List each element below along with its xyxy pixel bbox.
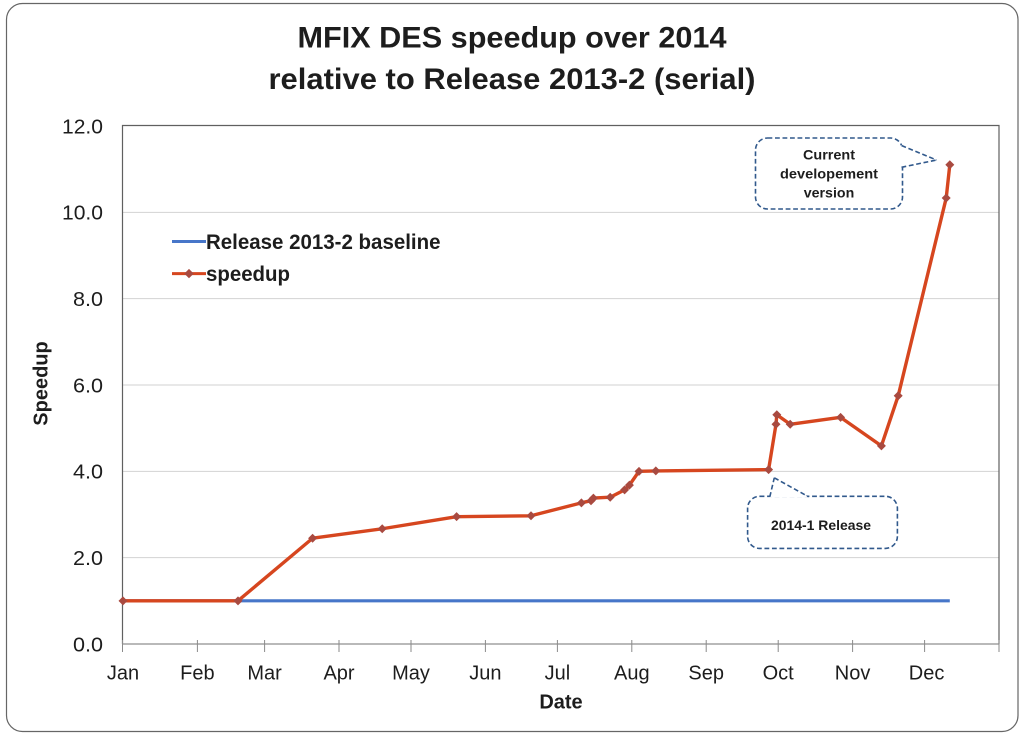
- svg-text:8.0: 8.0: [73, 289, 103, 311]
- svg-text:developement: developement: [780, 167, 879, 182]
- svg-text:4.0: 4.0: [73, 462, 103, 484]
- svg-text:Apr: Apr: [323, 662, 354, 684]
- svg-text:Current: Current: [803, 148, 856, 163]
- svg-text:2.0: 2.0: [73, 548, 103, 570]
- svg-text:Jun: Jun: [469, 662, 501, 684]
- svg-text:MFIX DES speedup over 2014: MFIX DES speedup over 2014: [298, 21, 727, 54]
- svg-text:speedup: speedup: [206, 263, 290, 286]
- svg-text:Sep: Sep: [688, 662, 724, 684]
- svg-text:Dec: Dec: [909, 662, 945, 684]
- svg-text:May: May: [392, 662, 430, 684]
- svg-text:6.0: 6.0: [73, 375, 103, 397]
- svg-text:Mar: Mar: [247, 662, 282, 684]
- svg-text:Aug: Aug: [614, 662, 650, 684]
- svg-text:Jul: Jul: [545, 662, 571, 684]
- svg-text:Oct: Oct: [763, 662, 795, 684]
- svg-text:Jan: Jan: [107, 662, 139, 684]
- svg-text:Speedup: Speedup: [31, 341, 53, 425]
- svg-text:version: version: [804, 186, 855, 201]
- svg-text:Release 2013-2 baseline: Release 2013-2 baseline: [206, 231, 441, 254]
- svg-text:Feb: Feb: [180, 662, 214, 684]
- svg-text:2014-1 Release: 2014-1 Release: [771, 517, 871, 533]
- svg-text:10.0: 10.0: [62, 203, 103, 225]
- svg-text:Nov: Nov: [835, 662, 871, 684]
- svg-text:0.0: 0.0: [73, 634, 103, 656]
- svg-text:Date: Date: [539, 691, 582, 713]
- svg-text:relative to Release 2013-2 (se: relative to Release 2013-2 (serial): [269, 63, 756, 96]
- svg-text:12.0: 12.0: [62, 116, 103, 138]
